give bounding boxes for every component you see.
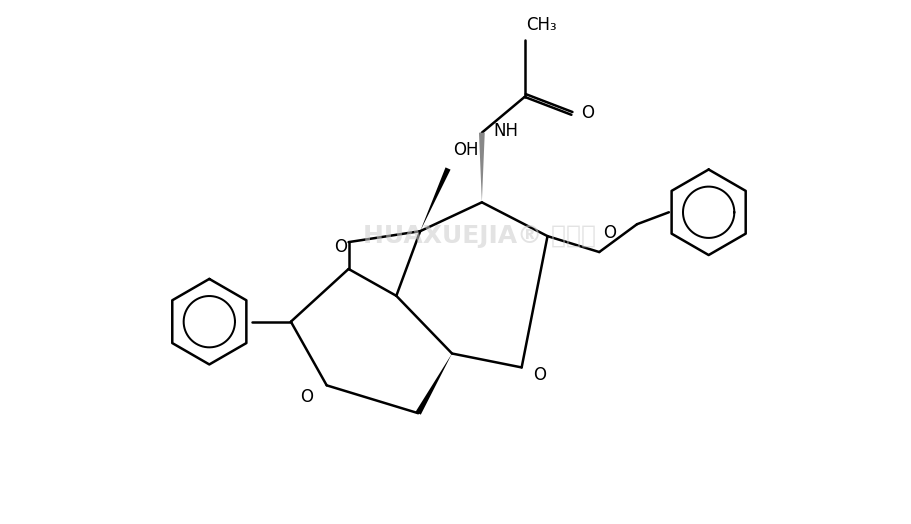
Text: CH₃: CH₃ bbox=[526, 16, 557, 34]
Text: O: O bbox=[333, 238, 347, 256]
Text: O: O bbox=[300, 388, 313, 406]
Text: O: O bbox=[580, 104, 594, 122]
Polygon shape bbox=[478, 133, 485, 202]
Polygon shape bbox=[415, 354, 452, 414]
Text: O: O bbox=[602, 224, 616, 242]
Text: NH: NH bbox=[493, 122, 518, 140]
Text: O: O bbox=[532, 366, 546, 385]
Text: OH: OH bbox=[453, 140, 478, 159]
Polygon shape bbox=[420, 167, 450, 231]
Text: HUAXUEJIA® 化学加: HUAXUEJIA® 化学加 bbox=[363, 224, 596, 248]
